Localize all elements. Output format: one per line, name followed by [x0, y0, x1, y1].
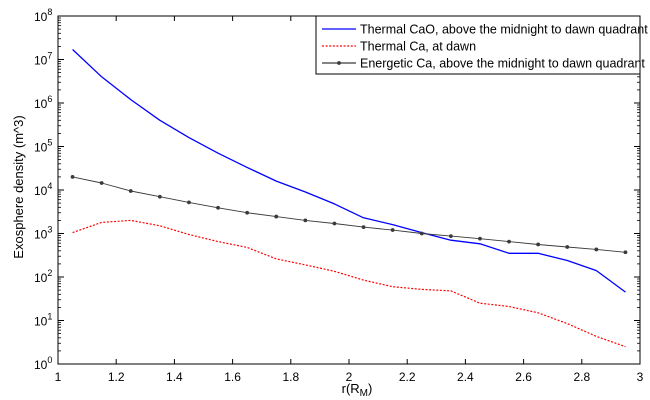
series-point — [623, 250, 628, 255]
series-point — [99, 181, 104, 185]
y-axis-title: Exosphere density (m^3) — [11, 115, 26, 258]
legend-swatch-marker — [337, 61, 341, 65]
series-point — [70, 175, 75, 179]
series-point — [361, 225, 366, 230]
y-tick-label: 106 — [34, 94, 52, 111]
y-tick-label: 101 — [34, 312, 52, 329]
series-point — [216, 205, 220, 210]
series-line-1 — [72, 49, 626, 293]
series-point — [448, 234, 453, 239]
y-tick-label: 102 — [34, 268, 52, 285]
legend-box — [315, 15, 641, 75]
series-point — [536, 242, 541, 247]
x-tick-label: 2.6 — [515, 370, 532, 384]
series-point — [187, 200, 191, 205]
y-tick-label: 104 — [34, 181, 52, 198]
x-tick-label: 1.6 — [224, 370, 241, 384]
x-tick-label: 1.2 — [108, 370, 125, 384]
series-point — [157, 194, 162, 199]
y-tick-label: 103 — [34, 225, 52, 242]
series-point — [332, 221, 337, 226]
series-point — [507, 239, 511, 244]
series-point — [128, 189, 133, 193]
series-point — [245, 210, 250, 215]
x-tick-label: 2.8 — [573, 370, 590, 384]
legend-label: Thermal CaO, above the midnight to dawn … — [360, 23, 648, 37]
x-tick-label: 2.4 — [457, 370, 474, 384]
y-tick-label: 108 — [34, 7, 52, 24]
series-point — [565, 245, 570, 249]
x-tick-label: 2.2 — [399, 370, 416, 384]
series-point — [274, 214, 279, 219]
x-tick-label: 1 — [55, 370, 62, 384]
series-point — [419, 231, 424, 236]
x-tick-label: 1.8 — [282, 370, 299, 384]
series-point — [303, 218, 308, 223]
x-tick-label: 1.4 — [166, 370, 183, 384]
legend-label: Energetic Ca, above the midnight to dawn… — [360, 57, 645, 71]
y-tick-label: 105 — [34, 138, 52, 155]
series-point — [478, 236, 482, 241]
series-point — [390, 228, 395, 232]
series-layer — [70, 49, 628, 348]
y-tick-label: 107 — [34, 51, 52, 68]
x-tick-label: 3 — [637, 370, 644, 384]
x-tick-label: 2 — [346, 370, 353, 384]
x-axis-title: r(RM) — [342, 381, 373, 399]
legend: Thermal CaO, above the midnight to dawn … — [315, 15, 648, 75]
legend-label: Thermal Ca, at dawn — [360, 40, 476, 54]
series-line-3 — [72, 176, 626, 253]
series-point — [594, 247, 599, 252]
y-tick-label: 100 — [34, 355, 52, 372]
series-line-2 — [72, 219, 626, 348]
